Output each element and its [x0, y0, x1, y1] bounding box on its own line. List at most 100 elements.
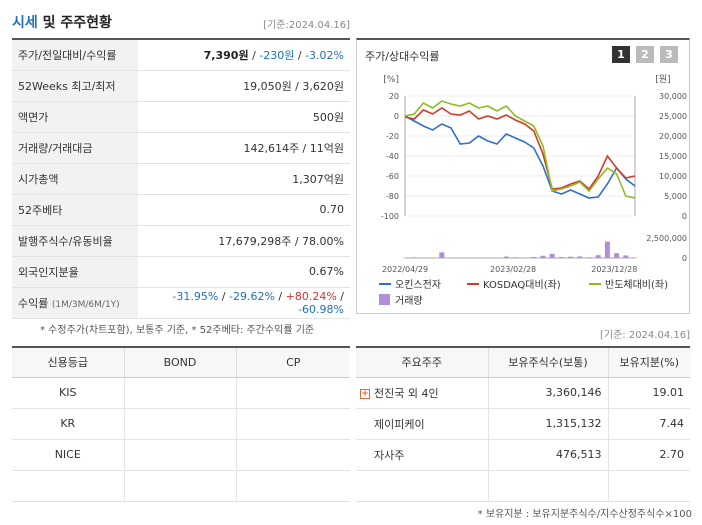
volume-bar — [586, 257, 592, 258]
volume-bar — [531, 256, 537, 258]
table-row: 제이피케이 1,315,132 7.44 — [356, 408, 690, 440]
row-value: 0.70 — [138, 194, 350, 226]
col-header: CP — [235, 347, 350, 378]
shares — [487, 470, 608, 502]
ratio: 2.70 — [607, 439, 690, 471]
separator: / — [248, 48, 260, 62]
left-tick-label: 0 — [394, 112, 399, 121]
holder-name-text: 전진국 외 4인 — [374, 386, 439, 400]
col-header: 보유주식수(보통) — [487, 347, 608, 378]
series-line — [404, 100, 636, 199]
series-line — [404, 115, 636, 199]
table-row: 52Weeks 최고/최저 19,050원 / 3,620원 — [12, 70, 350, 102]
bond-rating — [123, 470, 236, 502]
chart-title: 주가/상대수익률 — [365, 50, 440, 63]
table-row: 수익률 (1M/3M/6M/1Y) -31.95% / -29.62% / +80… — [12, 287, 350, 319]
cp-rating — [235, 408, 350, 440]
return-6m: +80.24% — [285, 289, 337, 303]
left-tick-label: -40 — [386, 152, 399, 161]
right-tick-label: 5,000 — [664, 192, 687, 201]
right-tick-label: 20,000 — [659, 132, 687, 141]
table-row: 발행주식수/유동비율 17,679,298주 / 78.00% — [12, 225, 350, 257]
x-tick-label: 2023/02/28 — [490, 265, 536, 274]
table-row: + 전진국 외 4인 3,360,146 19.01 — [356, 377, 690, 409]
return-period: (1M/3M/6M/1Y) — [51, 299, 120, 310]
return-1y: -60.98% — [298, 302, 344, 316]
ratio — [607, 470, 690, 502]
table-row: 거래량/거래대금 142,614주 / 11억원 — [12, 132, 350, 164]
legend-label: 반도체대비(좌) — [605, 279, 668, 291]
left-axis-unit: [%] — [383, 75, 399, 85]
table-row: 외국인지분율 0.67% — [12, 256, 350, 288]
return-1m: -31.95% — [172, 289, 219, 303]
right-tick-label: 30,000 — [659, 92, 687, 101]
expand-icon[interactable]: + — [360, 388, 370, 399]
shares: 476,513 — [487, 439, 608, 471]
row-label: 수익률 (1M/3M/6M/1Y) — [12, 287, 138, 319]
holder-name: 제이피케이 — [356, 408, 488, 440]
row-value: 0.67% — [138, 256, 350, 288]
chart-tab-1[interactable]: 1 — [612, 46, 630, 63]
right-tick-label: 25,000 — [659, 112, 687, 121]
separator: / — [340, 289, 344, 303]
volume-bar — [558, 257, 564, 258]
table-row: 액면가 500원 — [12, 101, 350, 133]
chart-panel: 주가/상대수익률 1 2 3 [%] [원] 20 0 -20 -40 -60 -80 -100… — [356, 38, 690, 314]
chart-tab-3[interactable]: 3 — [660, 46, 678, 63]
series-line — [404, 107, 636, 191]
legend-swatch — [379, 294, 390, 305]
separator: / — [221, 289, 229, 303]
volume-bar — [614, 253, 620, 258]
row-value: 17,679,298주 / 78.00% — [138, 225, 350, 257]
volume-tick-label: 0 — [682, 254, 687, 263]
return-3m: -29.62% — [228, 289, 275, 303]
col-header: BOND — [123, 347, 236, 378]
left-tick-label: -80 — [386, 192, 399, 201]
change-rate: -3.02% — [305, 48, 344, 62]
agency: NICE — [12, 439, 124, 471]
right-tick-label: 0 — [682, 212, 687, 221]
volume-bar — [577, 256, 583, 258]
row-label: 거래량/거래대금 — [12, 132, 138, 164]
volume-bar — [549, 253, 555, 258]
stock-info-table: 주가/전일대비/수익률 7,390원 / -230원 / -3.02% 52Wee… — [12, 38, 350, 319]
row-value: 500원 — [138, 101, 350, 133]
row-label: 시가총액 — [12, 163, 138, 195]
row-label: 주가/전일대비/수익률 — [12, 39, 138, 71]
bond-rating — [123, 439, 236, 471]
row-value: 1,307억원 — [138, 163, 350, 195]
right-axis-unit: [원] — [655, 74, 670, 85]
table-row: KIS — [12, 377, 350, 409]
volume-tick-label: 2,500,000 — [646, 234, 687, 243]
row-label: 액면가 — [12, 101, 138, 133]
volume-bar — [595, 255, 601, 258]
agency: KR — [12, 408, 124, 440]
row-value: 142,614주 / 11억원 — [138, 132, 350, 164]
row-value: -31.95% / -29.62% / +80.24% / -60.98% — [138, 287, 350, 319]
table-row: NICE — [12, 439, 350, 471]
holder-name: 자사주 — [356, 439, 488, 471]
return-label: 수익률 — [18, 296, 49, 310]
agency: KIS — [12, 377, 124, 409]
holder-name: + 전진국 외 4인 — [356, 377, 488, 409]
row-label: 52Weeks 최고/최저 — [12, 70, 138, 102]
row-label: 발행주식수/유동비율 — [12, 225, 138, 257]
table-row: 주가/전일대비/수익률 7,390원 / -230원 / -3.02% — [12, 39, 350, 71]
left-tick-label: -100 — [381, 212, 399, 221]
agency — [12, 470, 124, 502]
row-value: 19,050원 / 3,620원 — [138, 70, 350, 102]
col-header: 주요주주 — [356, 347, 488, 378]
table-row: 자사주 476,513 2.70 — [356, 439, 690, 471]
chart-tab-2[interactable]: 2 — [636, 46, 654, 63]
section-title: 시세 및 주주현황 — [12, 12, 112, 32]
volume-bar — [604, 241, 610, 258]
table-row: KR — [12, 408, 350, 440]
credit-rating-table: 신용등급 BOND CP KIS KR NICE — [12, 346, 350, 502]
col-header: 보유지분(%) — [607, 347, 690, 378]
footnote: * 수정주가(차트포함), 보통주 기준, * 52주베타: 주간수익률 기준 — [40, 325, 315, 336]
cp-rating — [235, 470, 350, 502]
ratio: 7.44 — [607, 408, 690, 440]
base-date-2: [기준: 2024.04.16] — [599, 330, 690, 341]
volume-bar — [439, 252, 445, 258]
title-rest: 및 주주현황 — [37, 15, 112, 31]
